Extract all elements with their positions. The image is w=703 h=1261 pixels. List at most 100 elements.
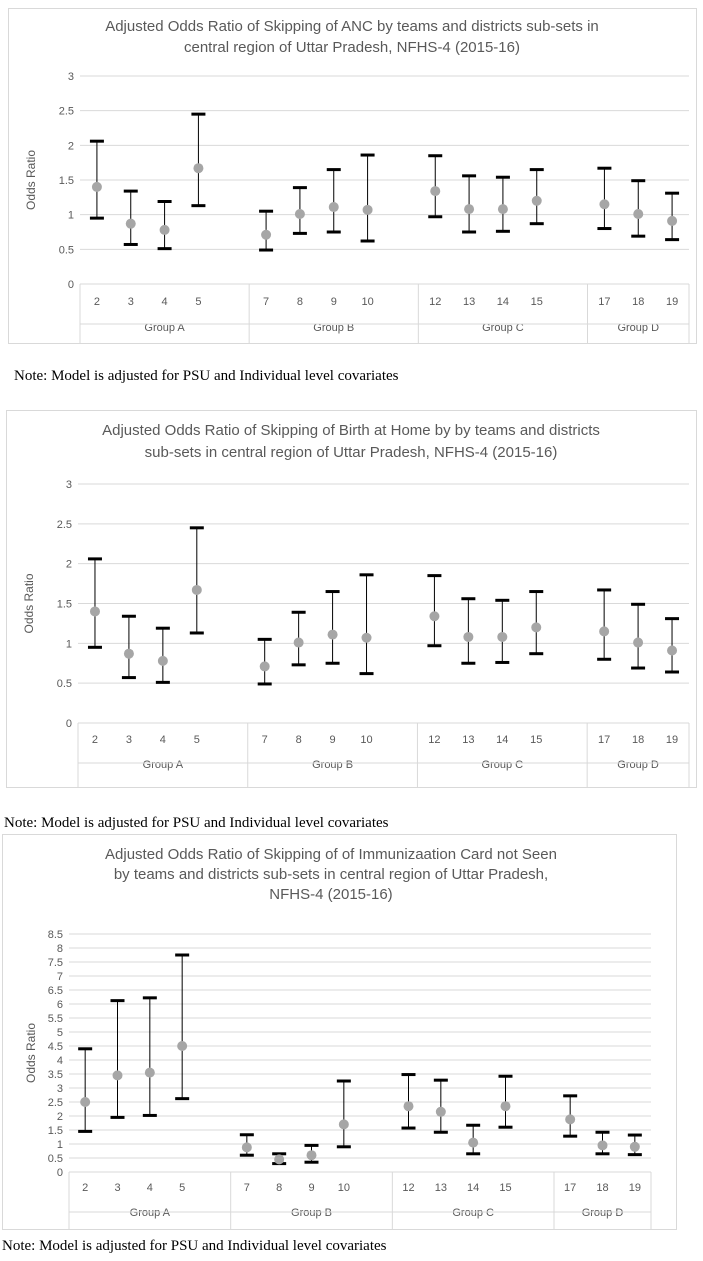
x-tick-label: 4: [162, 296, 168, 308]
y-tick-label: 2: [66, 559, 72, 571]
x-tick-label: 12: [428, 734, 440, 746]
x-tick-label: 15: [531, 296, 543, 308]
y-tick-label: 1: [57, 1139, 63, 1151]
group-label: Group D: [617, 759, 659, 771]
odds-ratio-point: [565, 1114, 576, 1125]
odds-ratio-point: [112, 1070, 123, 1081]
x-tick-label: 15: [530, 734, 542, 746]
y-axis-label: Odds Ratio: [24, 1023, 38, 1083]
x-tick-label: 8: [297, 296, 303, 308]
x-tick-label: 17: [598, 734, 610, 746]
odds-ratio-point: [429, 611, 440, 622]
y-axis-label: Odds Ratio: [22, 573, 36, 633]
x-tick-label: 18: [632, 296, 644, 308]
y-tick-label: 0.5: [59, 244, 74, 256]
odds-ratio-point: [293, 637, 304, 648]
odds-ratio-point: [597, 1140, 608, 1151]
odds-ratio-point: [463, 631, 474, 642]
y-tick-label: 4.5: [48, 1041, 63, 1053]
x-tick-label: 13: [462, 734, 474, 746]
odds-ratio-point: [193, 163, 204, 174]
x-tick-label: 7: [262, 734, 268, 746]
x-tick-label: 3: [114, 1182, 120, 1194]
x-tick-label: 10: [360, 734, 372, 746]
group-label: Group A: [144, 322, 185, 334]
odds-ratio-point: [599, 626, 610, 637]
odds-ratio-point: [361, 632, 372, 643]
odds-ratio-point: [362, 204, 373, 215]
odds-ratio-point: [157, 655, 168, 666]
x-tick-label: 13: [435, 1182, 447, 1194]
group-label: Group C: [482, 322, 524, 334]
odds-ratio-point: [599, 199, 610, 210]
x-tick-label: 9: [308, 1182, 314, 1194]
x-tick-label: 8: [276, 1182, 282, 1194]
odds-ratio-point: [191, 584, 202, 595]
x-tick-label: 2: [82, 1182, 88, 1194]
group-label: Group B: [312, 759, 353, 771]
odds-ratio-point: [497, 631, 508, 642]
x-tick-label: 19: [629, 1182, 641, 1194]
y-tick-label: 1: [68, 210, 74, 222]
x-tick-label: 14: [467, 1182, 479, 1194]
y-tick-label: 8.5: [48, 929, 63, 941]
group-label: Group C: [452, 1207, 494, 1219]
odds-ratio-point: [306, 1150, 317, 1161]
odds-ratio-point: [430, 186, 441, 197]
odds-ratio-point: [531, 195, 542, 206]
note-immunization-card: Note: Model is adjusted for PSU and Indi…: [2, 1238, 387, 1254]
odds-ratio-point: [159, 224, 170, 235]
x-tick-label: 12: [402, 1182, 414, 1194]
y-tick-label: 2: [57, 1111, 63, 1123]
group-label: Group D: [617, 322, 659, 334]
y-tick-label: 3: [66, 479, 72, 491]
chart-title-line: Adjusted Odds Ratio of Skipping of Birth…: [102, 422, 600, 439]
odds-ratio-point: [123, 648, 134, 659]
x-tick-label: 7: [263, 296, 269, 308]
x-tick-label: 12: [429, 296, 441, 308]
odds-ratio-point: [327, 629, 338, 640]
odds-ratio-point: [629, 1141, 640, 1152]
x-tick-label: 17: [598, 296, 610, 308]
odds-ratio-point: [80, 1097, 91, 1107]
y-tick-label: 0.5: [48, 1153, 63, 1165]
x-tick-label: 14: [497, 296, 509, 308]
odds-ratio-point: [177, 1041, 188, 1051]
y-tick-label: 3: [57, 1083, 63, 1095]
y-axis-label: Odds Ratio: [24, 150, 38, 210]
odds-ratio-point: [89, 606, 100, 617]
y-tick-label: 7.5: [48, 957, 63, 969]
y-tick-label: 8: [57, 943, 63, 955]
y-tick-label: 0.5: [57, 678, 72, 690]
x-tick-label: 13: [463, 296, 475, 308]
note-birth-at-home: Note: Model is adjusted for PSU and Indi…: [4, 815, 389, 831]
x-tick-label: 3: [126, 734, 132, 746]
group-label: Group B: [291, 1207, 332, 1219]
chart-anc: Adjusted Odds Ratio of Skipping of ANC b…: [8, 8, 697, 344]
x-tick-label: 10: [361, 296, 373, 308]
y-tick-label: 1: [66, 638, 72, 650]
odds-ratio-point: [144, 1067, 155, 1078]
x-tick-label: 8: [296, 734, 302, 746]
x-tick-label: 10: [338, 1182, 350, 1194]
chart-title-line: NFHS-4 (2015-16): [269, 886, 392, 903]
y-tick-label: 2.5: [59, 106, 74, 118]
x-tick-label: 18: [632, 734, 644, 746]
y-tick-label: 1.5: [48, 1125, 63, 1137]
y-tick-label: 2.5: [48, 1097, 63, 1109]
x-tick-label: 18: [596, 1182, 608, 1194]
note-anc: Note: Model is adjusted for PSU and Indi…: [14, 368, 399, 384]
y-tick-label: 3.5: [48, 1069, 63, 1081]
chart-anc-svg: Adjusted Odds Ratio of Skipping of ANC b…: [24, 18, 690, 343]
y-tick-label: 2: [68, 140, 74, 152]
odds-ratio-point: [403, 1101, 414, 1112]
group-label: Group D: [582, 1207, 624, 1219]
x-tick-label: 5: [194, 734, 200, 746]
x-tick-label: 5: [179, 1182, 185, 1194]
odds-ratio-point: [667, 215, 678, 226]
x-tick-label: 9: [331, 296, 337, 308]
x-tick-label: 4: [147, 1182, 153, 1194]
odds-ratio-point: [633, 637, 644, 648]
y-tick-label: 0: [68, 279, 74, 291]
odds-ratio-point: [259, 661, 270, 672]
